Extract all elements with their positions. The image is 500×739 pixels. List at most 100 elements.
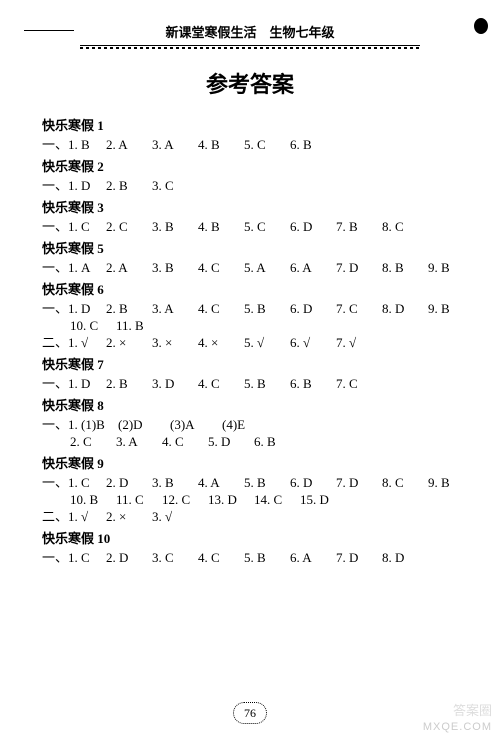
section-title: 快乐寒假 3 <box>42 201 458 214</box>
answer-item: 6. B <box>290 377 336 390</box>
section-title: 快乐寒假 10 <box>42 532 458 545</box>
answer-item: 一、1. C <box>42 220 106 233</box>
answer-item: 6. D <box>290 220 336 233</box>
answer-item: 5. C <box>244 138 290 151</box>
answer-item: 2. × <box>106 336 152 349</box>
answer-content: 快乐寒假 1 一、1. B2. A3. A4. B5. C6. B 快乐寒假 2 一、… <box>0 119 500 564</box>
answer-item: 2. D <box>106 476 152 489</box>
answer-item: 7. C <box>336 302 382 315</box>
page-number: 76 <box>233 706 267 721</box>
answer-item: 4. C <box>198 261 244 274</box>
answer-item: 6. D <box>290 476 336 489</box>
answer-item: 4. A <box>198 476 244 489</box>
answer-item: 2. C <box>106 220 152 233</box>
page-header: 新课堂寒假生活 生物七年级 <box>0 0 500 41</box>
answer-item: 7. D <box>336 551 382 564</box>
answer-item: 8. B <box>382 261 428 274</box>
left-ornament <box>24 30 74 33</box>
answer-item: 6. B <box>290 138 336 151</box>
answer-item: 5. B <box>244 377 290 390</box>
answer-item: 11. C <box>116 493 162 506</box>
answer-item: 5. B <box>244 302 290 315</box>
answer-item: 2. B <box>106 302 152 315</box>
answer-item: 13. D <box>208 493 254 506</box>
answer-item: 8. D <box>382 302 428 315</box>
answer-row: 二、1. √2. ×3. √ <box>42 510 458 523</box>
answer-row: 一、1. A2. A3. B4. C5. A6. A7. D8. B9. B <box>42 261 458 274</box>
answer-row: 一、1. C2. D3. B4. A5. B6. D7. D8. C9. B <box>42 476 458 489</box>
answer-item: 3. C <box>152 551 198 564</box>
answer-item: 8. D <box>382 551 428 564</box>
answer-item: 14. C <box>254 493 300 506</box>
answer-item: (4)E <box>222 418 274 431</box>
answer-item: 4. B <box>198 220 244 233</box>
answer-item: 一、1. C <box>42 476 106 489</box>
answer-item: 一、1. C <box>42 551 106 564</box>
answer-item: 6. B <box>254 435 300 448</box>
answer-item: 3. A <box>152 138 198 151</box>
answer-item: 3. B <box>152 220 198 233</box>
answer-item: 2. C <box>70 435 116 448</box>
answer-item: 7. D <box>336 476 382 489</box>
answer-item: 2. B <box>106 179 152 192</box>
answer-item: 5. D <box>208 435 254 448</box>
answer-item: 3. √ <box>152 510 198 523</box>
answer-item: 3. B <box>152 476 198 489</box>
answer-row: 一、1. D2. B3. C <box>42 179 458 192</box>
answer-item: 6. √ <box>290 336 336 349</box>
answer-item: 11. B <box>116 319 162 332</box>
header-underline <box>80 45 420 49</box>
answer-item: 3. A <box>152 302 198 315</box>
answer-item: 一、1. B <box>42 138 106 151</box>
watermark-en: MXQE.COM <box>423 721 492 733</box>
answer-item: 3. × <box>152 336 198 349</box>
answer-item: 4. C <box>198 551 244 564</box>
answer-item: 6. A <box>290 261 336 274</box>
answer-item: 3. C <box>152 179 198 192</box>
answer-item: 9. B <box>428 261 474 274</box>
answer-item: 一、1. D <box>42 377 106 390</box>
corner-ornament <box>474 18 488 34</box>
section-title: 快乐寒假 8 <box>42 399 458 412</box>
answer-item: 一、1. (1)B <box>42 418 118 431</box>
answer-item: 一、1. D <box>42 302 106 315</box>
answer-item: 4. B <box>198 138 244 151</box>
section-title: 快乐寒假 9 <box>42 457 458 470</box>
answer-row: 2. C3. A4. C5. D6. B <box>42 435 458 448</box>
answer-item: (3)A <box>170 418 222 431</box>
answer-item: 二、1. √ <box>42 336 106 349</box>
answer-item: 7. C <box>336 377 382 390</box>
answer-item: 一、1. A <box>42 261 106 274</box>
watermark-cn: 答案圈 <box>453 700 492 719</box>
answer-item: 4. C <box>162 435 208 448</box>
section-title: 快乐寒假 7 <box>42 358 458 371</box>
answer-item: 10. B <box>70 493 116 506</box>
answer-item: 4. C <box>198 377 244 390</box>
main-title: 参考答案 <box>0 67 500 99</box>
answer-item: 6. D <box>290 302 336 315</box>
answer-item: 3. A <box>116 435 162 448</box>
answer-item: 2. B <box>106 377 152 390</box>
answer-item: 7. B <box>336 220 382 233</box>
section-title: 快乐寒假 2 <box>42 160 458 173</box>
answer-item: 10. C <box>70 319 116 332</box>
answer-item: 8. C <box>382 476 428 489</box>
answer-row: 10. C11. B <box>42 319 458 332</box>
answer-item: 4. × <box>198 336 244 349</box>
answer-row: 二、1. √2. ×3. ×4. ×5. √6. √7. √ <box>42 336 458 349</box>
answer-row: 一、1. C2. D3. C4. C5. B6. A7. D8. D <box>42 551 458 564</box>
answer-item: 6. A <box>290 551 336 564</box>
section-title: 快乐寒假 6 <box>42 283 458 296</box>
answer-item: 7. D <box>336 261 382 274</box>
answer-item: 5. B <box>244 551 290 564</box>
answer-item: 2. × <box>106 510 152 523</box>
section-title: 快乐寒假 1 <box>42 119 458 132</box>
answer-item: 9. B <box>428 302 474 315</box>
answer-item: 9. B <box>428 476 474 489</box>
answer-item: 3. B <box>152 261 198 274</box>
answer-item: 15. D <box>300 493 346 506</box>
answer-row: 一、1. B2. A3. A4. B5. C6. B <box>42 138 458 151</box>
answer-row: 一、1. (1)B(2)D(3)A(4)E <box>42 418 458 431</box>
section-title: 快乐寒假 5 <box>42 242 458 255</box>
answer-row: 一、1. D2. B3. A4. C5. B6. D7. C8. D9. B <box>42 302 458 315</box>
